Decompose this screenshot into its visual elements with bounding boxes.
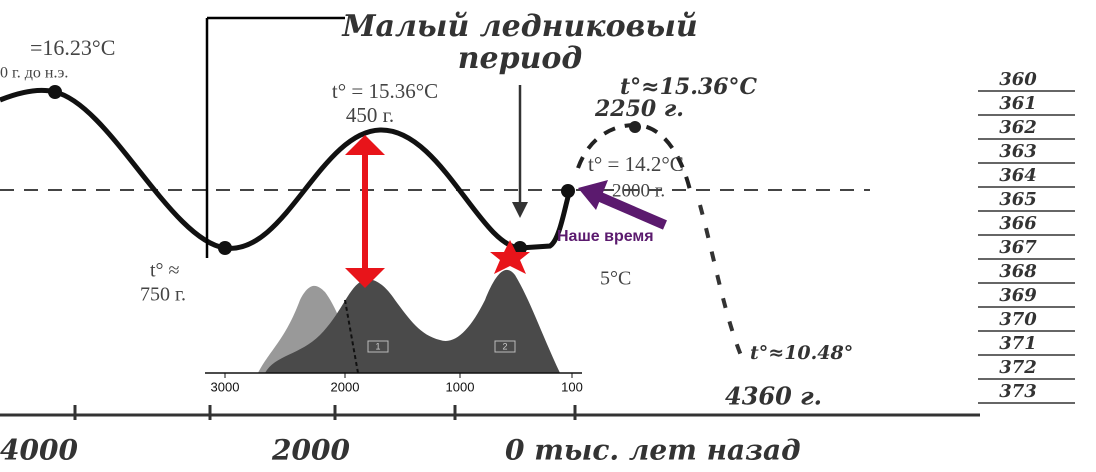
- annotation: 0 г. до н.э.: [0, 65, 68, 82]
- red-arrow-head: [345, 268, 385, 288]
- inset-tick-label: 3000: [211, 379, 240, 394]
- list-item: 364: [999, 165, 1037, 186]
- red-star: [490, 240, 530, 274]
- now-label: Наше время: [557, 228, 654, 245]
- axis-label: 2000: [271, 434, 350, 467]
- divider: [344, 299, 359, 374]
- list-item: 371: [999, 333, 1037, 354]
- point: [629, 121, 641, 133]
- list-item: 365: [999, 189, 1037, 210]
- list-item: 361: [999, 93, 1037, 114]
- axis-label: 0 тыс. лет назад: [505, 434, 801, 467]
- point: [48, 85, 62, 99]
- side-list: 360 361 362 363 364 365 366 367 368 369 370 371 372 3…: [978, 69, 1075, 404]
- annotation: 5°C: [600, 268, 631, 290]
- annotation: t° = 14.2°C: [588, 152, 684, 176]
- list-item: 367: [999, 237, 1037, 258]
- list-item: 360: [999, 69, 1037, 90]
- peak-box: [494, 340, 516, 353]
- inset-tick-label: 1000: [446, 379, 475, 394]
- annotation: t°≈15.36°C: [620, 74, 757, 100]
- point: [561, 184, 575, 198]
- annotation: t°≈10.48°: [750, 342, 853, 364]
- axis-label: 4000: [0, 434, 78, 467]
- density-area: [265, 269, 560, 373]
- annotation: 450 г.: [346, 103, 394, 127]
- list-item: 369: [999, 285, 1037, 306]
- list-item: 370: [999, 309, 1037, 330]
- point: [218, 241, 232, 255]
- list-item: 363: [999, 141, 1037, 162]
- annotation: =16.23°C: [30, 35, 115, 60]
- list-item: 372: [999, 357, 1037, 378]
- now-arrow-head: [578, 180, 608, 210]
- list-item: 362: [999, 117, 1037, 138]
- inset-tick-label: 100: [561, 379, 583, 394]
- list-item: 366: [999, 213, 1037, 234]
- inset-ticks: 3000 2000 1000 100: [211, 373, 583, 394]
- annotation: t° ≈: [150, 260, 180, 282]
- annotation: 2000 г.: [612, 180, 665, 201]
- peak-label: 1: [375, 341, 380, 351]
- now-arrow: [596, 191, 667, 230]
- peak-box: [367, 340, 389, 353]
- point: [513, 241, 527, 255]
- title: период: [458, 41, 583, 76]
- annotation: 4360 г.: [725, 382, 822, 411]
- peak-label: 2: [502, 341, 507, 351]
- annotation: 750 г.: [140, 284, 186, 306]
- forecast-curve: [698, 204, 747, 366]
- arrow-head: [512, 202, 528, 218]
- inset-tick-label: 2000: [331, 379, 360, 394]
- annotation: 2250 г.: [594, 96, 684, 122]
- list-item: 373: [999, 381, 1037, 402]
- red-arrow-head: [345, 135, 385, 155]
- inset: 1 2 3000 2000 1000 100: [200, 258, 585, 400]
- temperature-curve: [0, 87, 573, 251]
- title: Малый ледниковый: [341, 9, 697, 44]
- annotation: t° = 15.36°C: [332, 79, 438, 103]
- list-item: 368: [999, 261, 1037, 282]
